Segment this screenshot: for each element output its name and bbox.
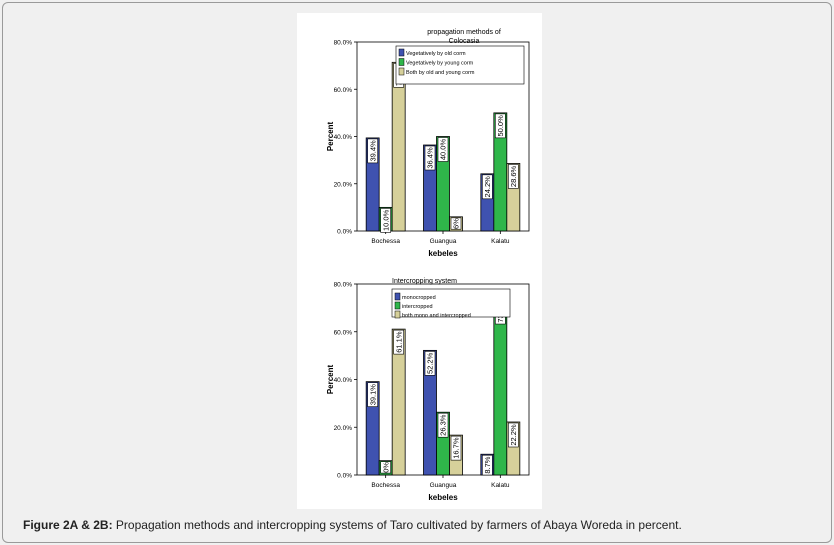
legend-title: Colocasia <box>449 38 480 45</box>
legend-swatch <box>394 301 401 310</box>
y-tick-label: 0.0% <box>337 473 352 480</box>
bar <box>391 61 406 232</box>
chart-propagation-methods: 0.0% 20.0% 40.0% 60.0% 80.0% Percent Bochessa 3… <box>326 29 530 258</box>
data-label-box <box>437 137 449 162</box>
figure-panel: 0.0% 20.0% 40.0% 60.0% 80.0% Percent Bochessa 3… <box>297 13 542 509</box>
y-tick-label: 20.0% <box>334 425 353 432</box>
data-label-box <box>450 217 462 230</box>
data-label-box <box>495 113 506 139</box>
data-label-box <box>424 351 436 376</box>
data-label: 61.1% <box>394 331 403 353</box>
data-label: 39.4% <box>368 140 377 162</box>
data-label-box <box>424 145 436 171</box>
x-axis-label: kebeles <box>428 493 458 502</box>
y-tick-label: 80.0% <box>334 282 353 289</box>
legend-entry: Vegetatively by old corm <box>406 51 466 57</box>
legend-entry: Both by old and young corm <box>406 70 475 76</box>
legend-swatch <box>394 292 401 301</box>
data-label-box <box>450 435 462 461</box>
legend-swatch <box>398 58 405 66</box>
data-label: 36.4% <box>426 147 435 169</box>
legend-entry: both mono and intercropped <box>402 313 471 319</box>
y-tick-label: 20.0% <box>334 181 353 188</box>
data-label-box <box>380 208 391 233</box>
legend-entry: monocropped <box>402 295 436 301</box>
x-tick-label: Bochessa <box>371 482 400 489</box>
caption-label: Figure 2A & 2B: <box>23 518 113 532</box>
y-tick-label: 60.0% <box>334 329 353 336</box>
x-axis-label: kebeles <box>428 249 458 258</box>
data-label-box <box>482 454 493 476</box>
legend-entry: Vegetatively by young corm <box>406 61 474 67</box>
data-label-box <box>482 174 493 200</box>
data-label: 16.7% <box>452 437 461 459</box>
x-tick-label: Kalatu <box>491 238 510 245</box>
bar <box>391 328 406 476</box>
data-label: 50.0% <box>496 115 505 137</box>
chart-intercropping-system: 0.0% 20.0% 40.0% 60.0% 80.0% Percent Bochessa 3… <box>326 278 530 502</box>
data-label-box <box>367 382 378 407</box>
data-label-box <box>508 422 519 448</box>
legend-title: propagation methods of <box>427 29 501 36</box>
data-label: 40.0% <box>439 139 448 161</box>
data-label-box <box>367 138 378 164</box>
x-tick-label: Guangua <box>430 238 457 245</box>
data-label: 39.1% <box>368 384 377 406</box>
data-label-box <box>380 461 391 474</box>
y-axis-label: Percent <box>326 364 335 394</box>
data-label: 26.3% <box>439 414 448 436</box>
y-tick-label: 80.0% <box>334 40 353 47</box>
legend-swatch <box>398 48 405 57</box>
data-label: 6% <box>452 218 461 229</box>
data-label-box <box>508 164 519 189</box>
x-tick-label: Bochessa <box>371 238 400 245</box>
legend-swatch <box>394 310 401 319</box>
legend-box <box>391 288 511 318</box>
legend-box <box>395 45 525 85</box>
bar <box>493 298 508 476</box>
x-tick-label: Guangua <box>430 482 457 489</box>
data-label: 52.2% <box>426 352 435 374</box>
y-tick-label: 40.0% <box>334 134 353 141</box>
y-tick-label: 60.0% <box>334 87 353 94</box>
caption-text: Propagation methods and intercropping sy… <box>115 518 682 532</box>
data-label: 28.6% <box>509 165 518 187</box>
y-axis-label: Percent <box>326 121 335 151</box>
data-label: 22.2% <box>509 424 518 446</box>
y-tick-label: 0.0% <box>337 229 352 236</box>
data-label: 8.7% <box>483 456 492 473</box>
legend-swatch <box>398 67 405 76</box>
figure-caption: Figure 2A & 2B: Propagation methods and … <box>23 518 682 532</box>
data-label: 0% <box>381 462 390 473</box>
x-tick-label: Kalatu <box>491 482 510 489</box>
data-label: 24.2% <box>483 176 492 198</box>
legend-entry: intercropped <box>402 304 433 310</box>
data-label-box <box>437 412 449 438</box>
data-label-box <box>393 329 404 355</box>
data-label: 10.0% <box>381 209 390 231</box>
y-tick-label: 40.0% <box>334 377 353 384</box>
legend-title: Intercropping system <box>392 278 457 285</box>
